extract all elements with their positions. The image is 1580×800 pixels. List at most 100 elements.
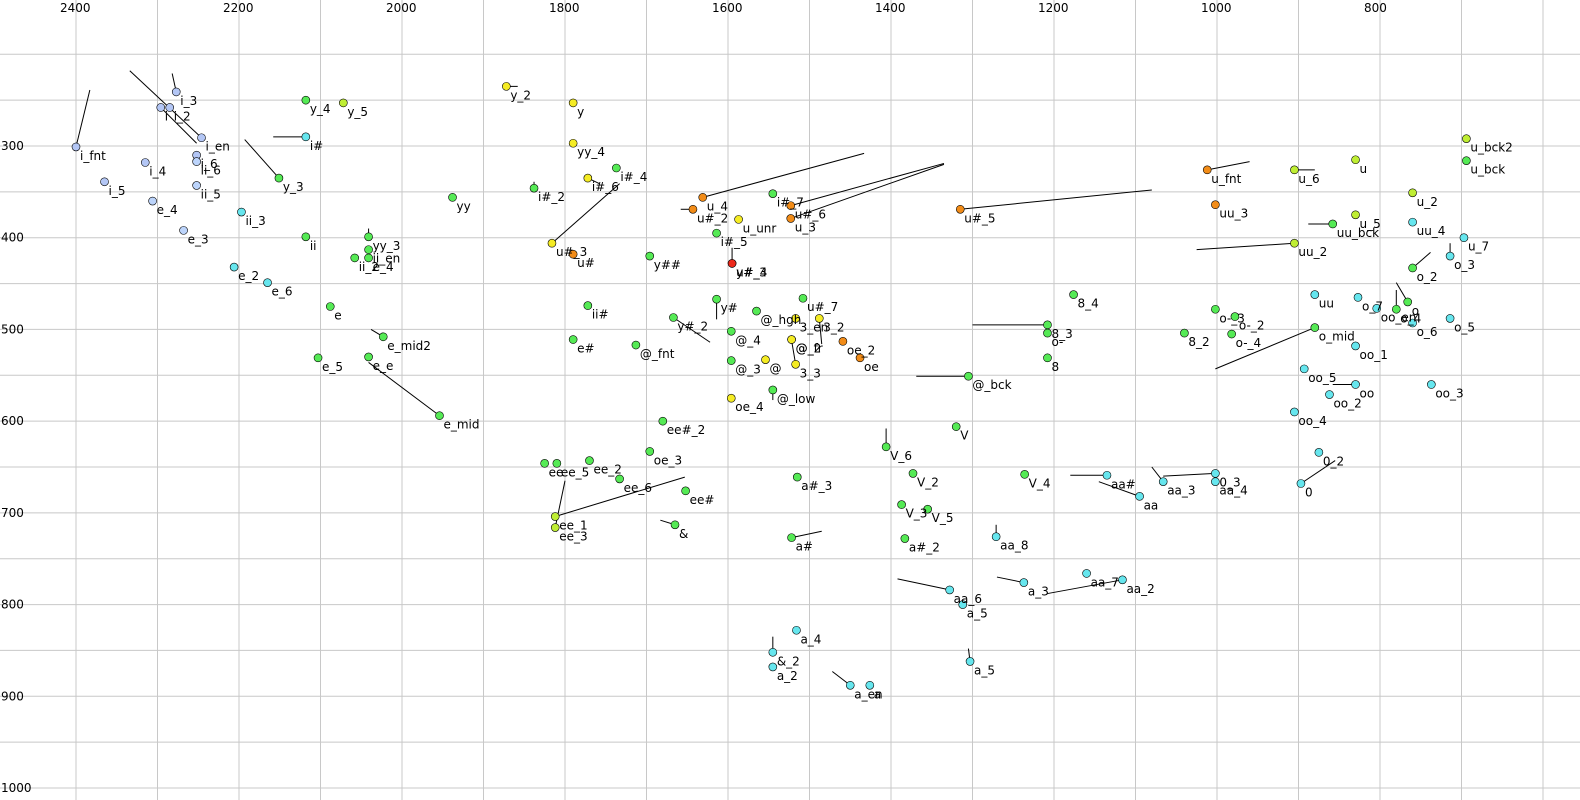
data-point xyxy=(568,335,578,344)
trajectory-line xyxy=(996,576,1024,584)
data-point xyxy=(1351,341,1360,351)
point-label: 8_4 xyxy=(1078,297,1099,311)
data-point xyxy=(787,533,796,542)
point-label: yy_3 xyxy=(373,239,401,253)
point-label: o_mid xyxy=(1319,330,1355,344)
data-point xyxy=(615,474,624,484)
data-point xyxy=(585,456,594,465)
data-point xyxy=(726,326,736,336)
data-point xyxy=(550,523,560,532)
point-label: aa# xyxy=(1111,477,1136,491)
trajectory-line xyxy=(790,162,945,207)
point-label: i#_2 xyxy=(538,190,565,204)
point-label: oo_3 xyxy=(1435,386,1463,400)
point-label: y xyxy=(577,105,584,119)
x-tick-label: 1000 xyxy=(1201,1,1232,15)
data-point xyxy=(787,335,796,344)
data-point xyxy=(908,469,918,478)
data-point xyxy=(897,500,906,509)
point-label: a_en xyxy=(854,687,882,701)
point-label: @_4 xyxy=(735,333,761,347)
data-point xyxy=(100,177,109,187)
point-label: y_2 xyxy=(510,88,531,102)
point-label: a_4 xyxy=(800,632,821,646)
data-point xyxy=(156,103,166,112)
point-label: o-_3 xyxy=(1219,311,1245,325)
data-point xyxy=(301,232,311,242)
point-label: @_2 xyxy=(796,342,822,356)
point-label: a_5 xyxy=(974,663,995,677)
point-label: uu_4 xyxy=(1417,224,1446,238)
data-point xyxy=(1408,217,1417,227)
data-point xyxy=(583,301,593,310)
x-tick-label: 1200 xyxy=(1038,1,1069,15)
data-point xyxy=(1408,263,1417,273)
point-label: aa_4 xyxy=(1219,484,1247,498)
point-label: e_3 xyxy=(188,232,209,246)
data-point xyxy=(1158,477,1168,486)
point-label: @_hgh xyxy=(761,313,802,327)
point-label: a_2 xyxy=(777,669,798,683)
point-label: @_bck xyxy=(972,378,1011,392)
point-label: a_5 xyxy=(967,607,988,621)
data-point xyxy=(670,520,680,530)
point-label: aa_7 xyxy=(1091,575,1119,589)
point-label: i xyxy=(165,109,168,123)
point-label: V_2 xyxy=(917,475,939,489)
point-label: u_fnt xyxy=(1211,172,1241,186)
data-point xyxy=(197,133,206,143)
data-point xyxy=(645,447,655,456)
data-point xyxy=(951,422,961,431)
point-label: @_3 xyxy=(735,363,761,377)
data-point xyxy=(1290,238,1299,248)
data-point xyxy=(1082,569,1091,578)
data-point xyxy=(734,215,743,224)
trajectory-line xyxy=(551,183,620,244)
point-label: o xyxy=(1412,304,1419,318)
data-point xyxy=(792,625,801,635)
y-tick-label: 900 xyxy=(1,689,24,703)
point-label: aa_6 xyxy=(954,592,982,606)
point-label: e_5 xyxy=(322,360,343,374)
point-label: e_4 xyxy=(373,260,394,274)
data-point xyxy=(900,534,910,543)
data-point xyxy=(1211,469,1220,478)
point-label: ii_en xyxy=(373,252,401,266)
point-label: u_6 xyxy=(1298,172,1319,186)
data-point xyxy=(1351,380,1360,389)
trajectory-line xyxy=(1098,481,1140,497)
point-label: oe xyxy=(864,360,879,374)
point-label: u_3 xyxy=(795,220,816,234)
point-label: i_4 xyxy=(149,165,166,179)
point-label: 3_2 xyxy=(823,320,844,334)
data-point xyxy=(645,251,655,261)
point-label: uu xyxy=(1319,297,1334,311)
data-point xyxy=(1392,304,1401,314)
y-tick-label: 600 xyxy=(1,414,24,428)
data-point xyxy=(1459,233,1469,243)
point-label: u_2 xyxy=(1417,195,1438,209)
point-label: 0_3 xyxy=(1219,475,1240,489)
x-tick-label: 2000 xyxy=(386,1,417,15)
data-point xyxy=(263,278,272,287)
point-label: V_3 xyxy=(906,507,928,521)
data-point xyxy=(814,314,824,323)
data-point xyxy=(1211,200,1220,209)
data-point xyxy=(881,442,891,452)
point-label: ee_5 xyxy=(561,465,589,479)
point-label: oo_1 xyxy=(1360,348,1388,362)
point-label: o_5 xyxy=(1454,320,1475,334)
data-point xyxy=(1445,314,1455,323)
point-label: i_3 xyxy=(180,94,197,108)
data-point xyxy=(435,411,444,420)
point-label: ee_3 xyxy=(559,530,587,544)
point-label: e_4 xyxy=(157,203,178,217)
data-point xyxy=(945,585,954,595)
data-point xyxy=(568,98,578,108)
point-label: y_3 xyxy=(283,180,304,194)
point-label: ii xyxy=(310,239,317,253)
y-tick-label: 500 xyxy=(1,322,24,336)
point-label: o- xyxy=(1051,335,1063,349)
data-point xyxy=(726,356,736,365)
